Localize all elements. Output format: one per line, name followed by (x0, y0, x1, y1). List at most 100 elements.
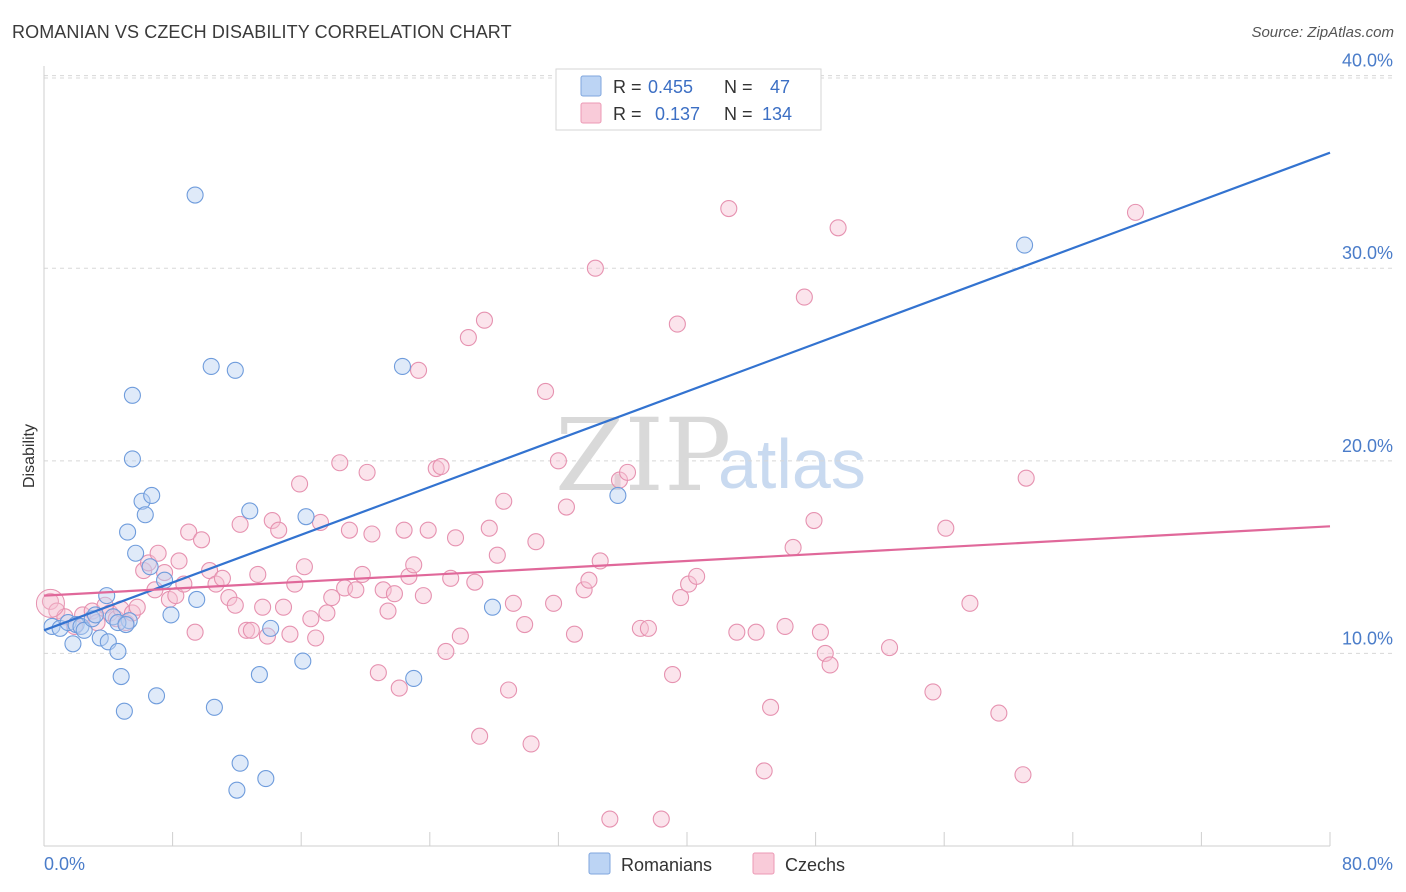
scatter-point (254, 598, 272, 616)
scatter-point (180, 523, 198, 541)
scatter-point (451, 627, 469, 645)
scatter-point (419, 521, 437, 539)
scatter-point (249, 565, 267, 583)
y-tick-label: 10.0% (1342, 628, 1393, 648)
scatter-point (446, 529, 465, 547)
scatter-point (483, 598, 502, 616)
scatter-point (961, 594, 979, 612)
scatter-point (720, 199, 738, 218)
bottom-legend-swatch-czechs (752, 852, 775, 875)
scatter-point (805, 511, 823, 530)
scatter-point (762, 698, 780, 716)
scatter-point (41, 592, 59, 610)
scatter-point (755, 762, 773, 780)
scatter-point (274, 598, 293, 616)
scatter-point (228, 781, 246, 799)
scatter-point (405, 556, 423, 574)
scatter-point (668, 315, 686, 333)
scatter-point (527, 533, 545, 551)
scatter-point (353, 565, 371, 583)
scatter-point (601, 810, 619, 828)
scatter-point (226, 361, 244, 379)
scatter-point (437, 642, 455, 661)
scatter-point (127, 544, 145, 562)
scatter-point (466, 573, 484, 591)
legend-n-value-czechs: 134 (762, 104, 792, 124)
scatter-point (516, 615, 534, 634)
scatter-point (374, 581, 392, 599)
scatter-point (609, 486, 627, 505)
scatter-point (347, 581, 365, 599)
scatter-point (257, 770, 275, 788)
scatter-point (226, 596, 244, 614)
scatter-point (937, 519, 955, 537)
y-tick-label: 30.0% (1342, 243, 1393, 263)
legend-swatch-romanians (580, 75, 602, 97)
scatter-point (471, 727, 489, 745)
scatter-point (1016, 236, 1034, 254)
scatter-point (340, 521, 358, 539)
scatter-point (652, 810, 670, 828)
scatter-point (205, 698, 223, 716)
y-tick-labels: 10.0% 20.0% 30.0% 40.0% (1342, 51, 1393, 649)
y-tick-label: 20.0% (1342, 436, 1393, 456)
scatter-point (331, 454, 349, 472)
trend-line-czechs (43, 525, 1331, 597)
scatter-point (776, 617, 794, 635)
scatter-point (162, 606, 180, 624)
watermark-zip: ZIP (555, 397, 731, 514)
scatter-point (663, 666, 682, 684)
watermark-atlas: atlas (718, 425, 866, 503)
scatter-point (639, 619, 657, 637)
scatter-point (149, 544, 167, 562)
bottom-legend-label-czechs: Czechs (785, 855, 845, 875)
czechs-points (35, 199, 1145, 828)
scatter-point (262, 619, 280, 637)
scatter-point (286, 575, 304, 593)
scatter-point (405, 669, 423, 687)
scatter-point (186, 186, 204, 204)
scatter-point (811, 623, 829, 641)
scatter-point (307, 629, 325, 647)
scatter-point (91, 629, 109, 647)
scatter-point (98, 587, 116, 605)
bottom-legend-swatch-romanians (588, 852, 611, 875)
scatter-point (488, 546, 506, 564)
scatter-point (133, 492, 151, 510)
scatter-point (75, 621, 93, 639)
scatter-point (414, 587, 432, 605)
series-legend: Romanians Czechs (588, 852, 845, 875)
scatter-point (409, 361, 428, 379)
scatter-point (294, 652, 312, 670)
scatter-point (323, 589, 341, 607)
scatter-point (115, 702, 133, 720)
scatter-point (784, 538, 802, 557)
scatter-point (522, 735, 540, 753)
x-tick-label-max: 80.0% (1342, 854, 1393, 874)
legend-n-label-romanians: N = (724, 77, 753, 97)
scatter-point (536, 382, 555, 401)
scatter-point (821, 656, 839, 674)
scatter-point (475, 311, 494, 329)
scatter-point (318, 604, 336, 622)
scatter-point (188, 590, 206, 609)
scatter-point (123, 450, 141, 468)
legend-n-value-romanians: 47 (770, 77, 790, 97)
scatter-point (459, 329, 477, 347)
scatter-point (147, 687, 166, 705)
scatter-point (565, 625, 584, 643)
scatter-point (990, 704, 1008, 722)
axes (43, 66, 1331, 847)
scatter-point (358, 463, 376, 481)
y-axis-label: Disability (21, 424, 38, 488)
scatter-point (237, 621, 256, 639)
scatter-point (186, 623, 204, 641)
legend-r-value-romanians: 0.455 (648, 77, 693, 97)
scatter-point (580, 571, 598, 589)
scatter-point (728, 623, 746, 641)
scatter-point (141, 558, 159, 576)
scatter-point (549, 452, 567, 470)
scatter-point (213, 569, 231, 587)
scatter-point (672, 589, 690, 607)
